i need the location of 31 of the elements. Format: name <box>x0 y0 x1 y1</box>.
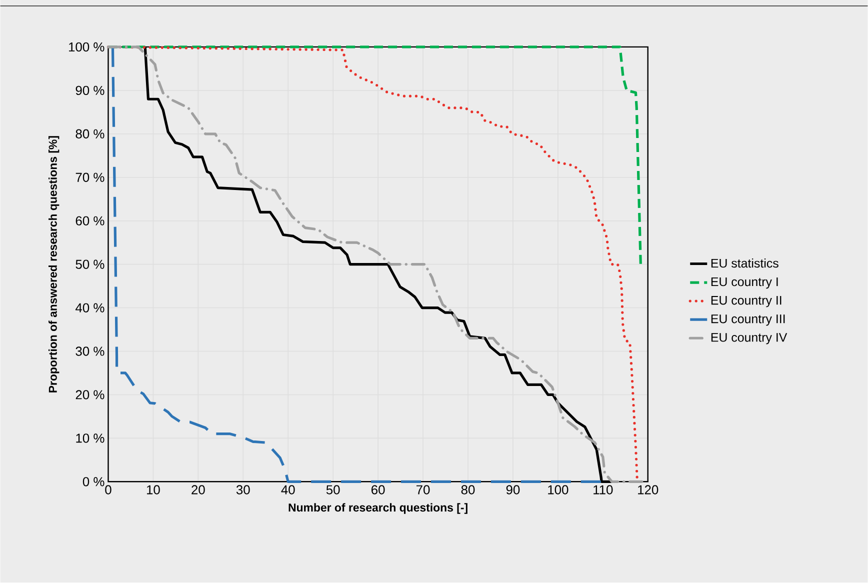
x-tick-label: 0 <box>105 485 112 495</box>
y-axis-title: Proportion of answered research questions [%] <box>48 136 60 393</box>
y-tick-label: 90 % <box>76 86 104 96</box>
y-tick-label: 10 % <box>76 434 104 443</box>
y-tick-label: 80 % <box>76 130 104 139</box>
x-tick-label: 10 <box>146 485 160 495</box>
x-tick-label: 100 <box>548 485 568 495</box>
legend-label: EU country IV <box>711 333 788 344</box>
x-tick-label: 50 <box>326 485 340 495</box>
x-tick-label: 30 <box>236 485 250 495</box>
x-tick-label: 90 <box>506 485 520 495</box>
legend-label: EU statistics <box>711 258 778 268</box>
legend-label: EU country II <box>711 296 782 308</box>
y-tick-label: 100 % <box>68 42 104 52</box>
y-tick-label: 20 % <box>76 390 104 400</box>
x-tick-label: 40 <box>281 485 295 495</box>
legend-label: EU country I <box>711 278 778 289</box>
x-tick-label: 60 <box>372 485 385 495</box>
y-tick-label: 40 % <box>76 303 104 313</box>
y-tick-label: 50 % <box>76 260 104 270</box>
x-axis-title: Number of research questions [-] <box>288 503 468 514</box>
y-tick-label: 70 % <box>76 172 104 182</box>
legend-label: EU country III <box>711 314 785 326</box>
x-tick-label: 110 <box>594 485 613 495</box>
x-tick-label: 70 <box>416 485 430 495</box>
y-tick-label: 30 % <box>76 346 104 356</box>
x-tick-label: 120 <box>638 485 658 495</box>
y-tick-label: 60 % <box>76 216 104 226</box>
x-tick-label: 20 <box>192 485 205 495</box>
x-tick-label: 80 <box>461 485 475 495</box>
y-tick-label: 0 % <box>82 477 104 486</box>
